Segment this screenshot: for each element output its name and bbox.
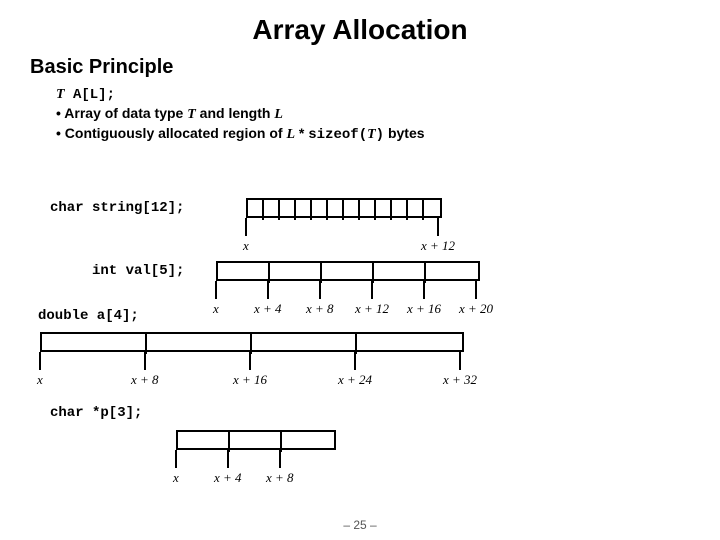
decl-code: A[L]; [65,87,115,103]
array-cell [312,200,328,220]
tick-label: x + 4 [214,470,242,486]
tick-mark [249,352,251,370]
tick-label: x + 12 [355,301,389,317]
array-cell [360,200,376,220]
tick-mark [39,352,41,370]
tick-mark [144,352,146,370]
section-subtitle: Basic Principle [30,56,690,79]
tick-label: x [37,372,43,388]
array-cell [280,200,296,220]
tick-mark [475,281,477,299]
array-boxes-a [40,332,464,352]
array-cell [424,200,440,220]
tick-label: x + 12 [421,238,455,254]
array-cell [282,432,334,452]
page-number: – 25 – [0,518,720,532]
tick-mark [279,450,281,468]
array-cell [178,432,230,452]
array-label-string: char string[12]; [50,200,184,216]
tick-mark [354,352,356,370]
tick-label: x + 32 [443,372,477,388]
array-cell [357,334,462,354]
tick-mark [245,218,247,236]
array-boxes-string [246,198,442,218]
tick-mark [437,218,439,236]
tick-mark [267,281,269,299]
array-cell [328,200,344,220]
array-cell [374,263,426,283]
array-boxes-p [176,430,336,450]
tick-mark [175,450,177,468]
type-T: T [56,87,65,102]
array-boxes-val [216,261,480,281]
tick-mark [459,352,461,370]
tick-mark [423,281,425,299]
declaration-line: T A[L]; [56,85,690,103]
tick-label: x + 8 [266,470,294,486]
tick-label: x + 16 [407,301,441,317]
tick-label: x + 24 [338,372,372,388]
array-cell [296,200,312,220]
array-cell [426,263,478,283]
array-cell [322,263,374,283]
array-cell [392,200,408,220]
bullet-2: • Contiguously allocated region of L * s… [56,125,690,143]
array-cell [344,200,360,220]
array-cell [230,432,282,452]
tick-label: x + 20 [459,301,493,317]
tick-mark [227,450,229,468]
tick-mark [319,281,321,299]
array-cell [42,334,147,354]
array-cell [252,334,357,354]
tick-mark [371,281,373,299]
array-label-a: double a[4]; [38,308,139,324]
tick-label: x + 4 [254,301,282,317]
tick-label: x [173,470,179,486]
array-cell [408,200,424,220]
tick-label: x [243,238,249,254]
array-cell [264,200,280,220]
array-label-val: int val[5]; [92,263,184,279]
array-cell [270,263,322,283]
array-cell [376,200,392,220]
tick-label: x + 8 [306,301,334,317]
tick-mark [215,281,217,299]
array-cell [147,334,252,354]
array-cell [248,200,264,220]
bullet-1: • Array of data type T and length L [56,105,690,123]
tick-label: x + 16 [233,372,267,388]
tick-label: x + 8 [131,372,159,388]
array-label-p: char *p[3]; [50,405,142,421]
array-cell [218,263,270,283]
tick-label: x [213,301,219,317]
page-title: Array Allocation [30,14,690,46]
